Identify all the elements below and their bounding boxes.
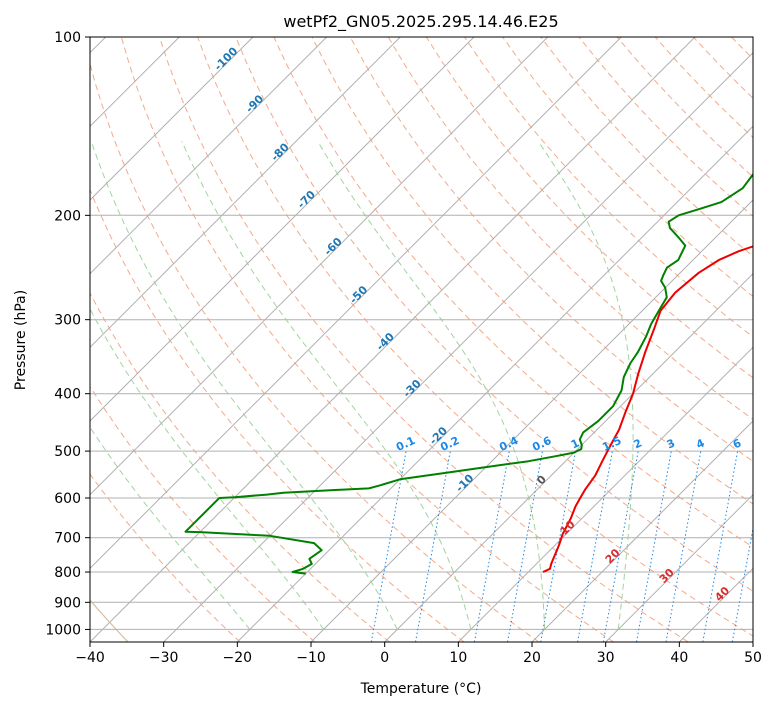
x-axis-label: Temperature (°C) bbox=[360, 681, 482, 697]
dry-adiabat bbox=[387, 37, 753, 420]
y-tick-label: 600 bbox=[54, 491, 81, 507]
dry-adiabat bbox=[120, 37, 614, 642]
dry-adiabat bbox=[159, 37, 689, 642]
mixing-ratio-line bbox=[602, 451, 639, 642]
dry-adiabat bbox=[90, 62, 540, 642]
dry-adiabat bbox=[90, 385, 316, 642]
x-tick-label: −40 bbox=[75, 650, 105, 666]
y-tick-label: 200 bbox=[54, 208, 81, 224]
x-axis-ticks: −40 −30 −20 −10 0 10 20 30 40 50 bbox=[75, 642, 762, 666]
mixing-ratio-line bbox=[702, 451, 739, 642]
dry-adiabat bbox=[349, 37, 753, 462]
x-tick-label: 20 bbox=[523, 650, 541, 666]
mixing-ratio-line bbox=[665, 451, 702, 642]
isotherm-line bbox=[236, 125, 753, 642]
x-tick-label: −30 bbox=[149, 650, 179, 666]
plot-frame bbox=[89, 36, 754, 643]
dry-adiabat bbox=[90, 188, 465, 642]
isotherm-line bbox=[457, 346, 753, 642]
chart-title: wetPf2_GN05.2025.295.14.46.E25 bbox=[283, 12, 558, 32]
x-tick-label: 50 bbox=[744, 650, 762, 666]
dry-adiabat bbox=[273, 37, 753, 548]
y-axis-label: Pressure (hPa) bbox=[13, 290, 29, 390]
dry-adiabat bbox=[90, 292, 390, 642]
isotherm-line bbox=[90, 37, 401, 349]
isotherm-line bbox=[384, 272, 753, 642]
x-tick-label: 30 bbox=[597, 650, 615, 666]
x-tick-label: 0 bbox=[380, 650, 389, 666]
moist-adiabat bbox=[90, 308, 325, 630]
y-axis-ticks: 100 200 300 400 500 600 700 800 900 1000 bbox=[45, 30, 90, 638]
dry-adiabat bbox=[464, 37, 753, 338]
mixing-ratio-line bbox=[577, 451, 613, 642]
y-tick-label: 100 bbox=[54, 30, 81, 46]
moist-adiabat bbox=[90, 426, 251, 630]
isotherm-line bbox=[531, 420, 753, 642]
mixing-ratio-line bbox=[731, 525, 753, 642]
isotherm-line bbox=[90, 37, 549, 496]
y-tick-label: 1000 bbox=[45, 622, 81, 638]
moist-adiabat bbox=[181, 141, 472, 630]
dewpoint-line bbox=[184, 172, 753, 575]
y-tick-label: 900 bbox=[54, 595, 81, 611]
y-tick-label: 300 bbox=[54, 313, 81, 329]
dry-adiabats bbox=[90, 37, 753, 642]
moist-adiabat bbox=[90, 141, 398, 630]
dry-adiabat bbox=[90, 473, 241, 642]
dry-adiabat bbox=[425, 37, 753, 379]
mixing-ratio-line bbox=[473, 451, 510, 642]
x-tick-label: −20 bbox=[223, 650, 253, 666]
isotherm-line bbox=[605, 493, 753, 642]
isotherm-line bbox=[90, 37, 622, 570]
mixing-ratio-lines bbox=[370, 451, 753, 642]
x-tick-label: 10 bbox=[449, 650, 467, 666]
isotherm-line bbox=[90, 37, 475, 422]
isotherm-line bbox=[90, 37, 696, 642]
moist-adiabat bbox=[317, 141, 546, 630]
pressure-grid bbox=[90, 37, 753, 630]
dry-adiabat bbox=[502, 37, 753, 298]
mixing-ratio-line bbox=[636, 451, 672, 642]
dry-adiabat bbox=[235, 37, 753, 592]
isotherm-line bbox=[310, 199, 753, 642]
y-tick-label: 400 bbox=[54, 387, 81, 403]
x-tick-label: 40 bbox=[670, 650, 688, 666]
plot-area: 0.10.20.40.611.52346810131620253036-100-… bbox=[90, 37, 753, 642]
isotherm-lines bbox=[90, 37, 753, 642]
x-tick-label: −10 bbox=[296, 650, 326, 666]
isotherm-line bbox=[163, 51, 753, 642]
mixing-ratio-line bbox=[415, 451, 451, 642]
mixing-ratio-line bbox=[507, 451, 543, 642]
isotherm-line bbox=[90, 37, 254, 201]
sounding-series bbox=[184, 172, 753, 575]
y-tick-label: 700 bbox=[54, 531, 81, 547]
temperature-line bbox=[542, 245, 753, 573]
y-tick-label: 800 bbox=[54, 565, 81, 581]
y-tick-label: 500 bbox=[54, 444, 81, 460]
dry-adiabat bbox=[311, 37, 753, 505]
mixing-ratio-line bbox=[370, 451, 407, 642]
isotherm-line bbox=[90, 37, 328, 275]
